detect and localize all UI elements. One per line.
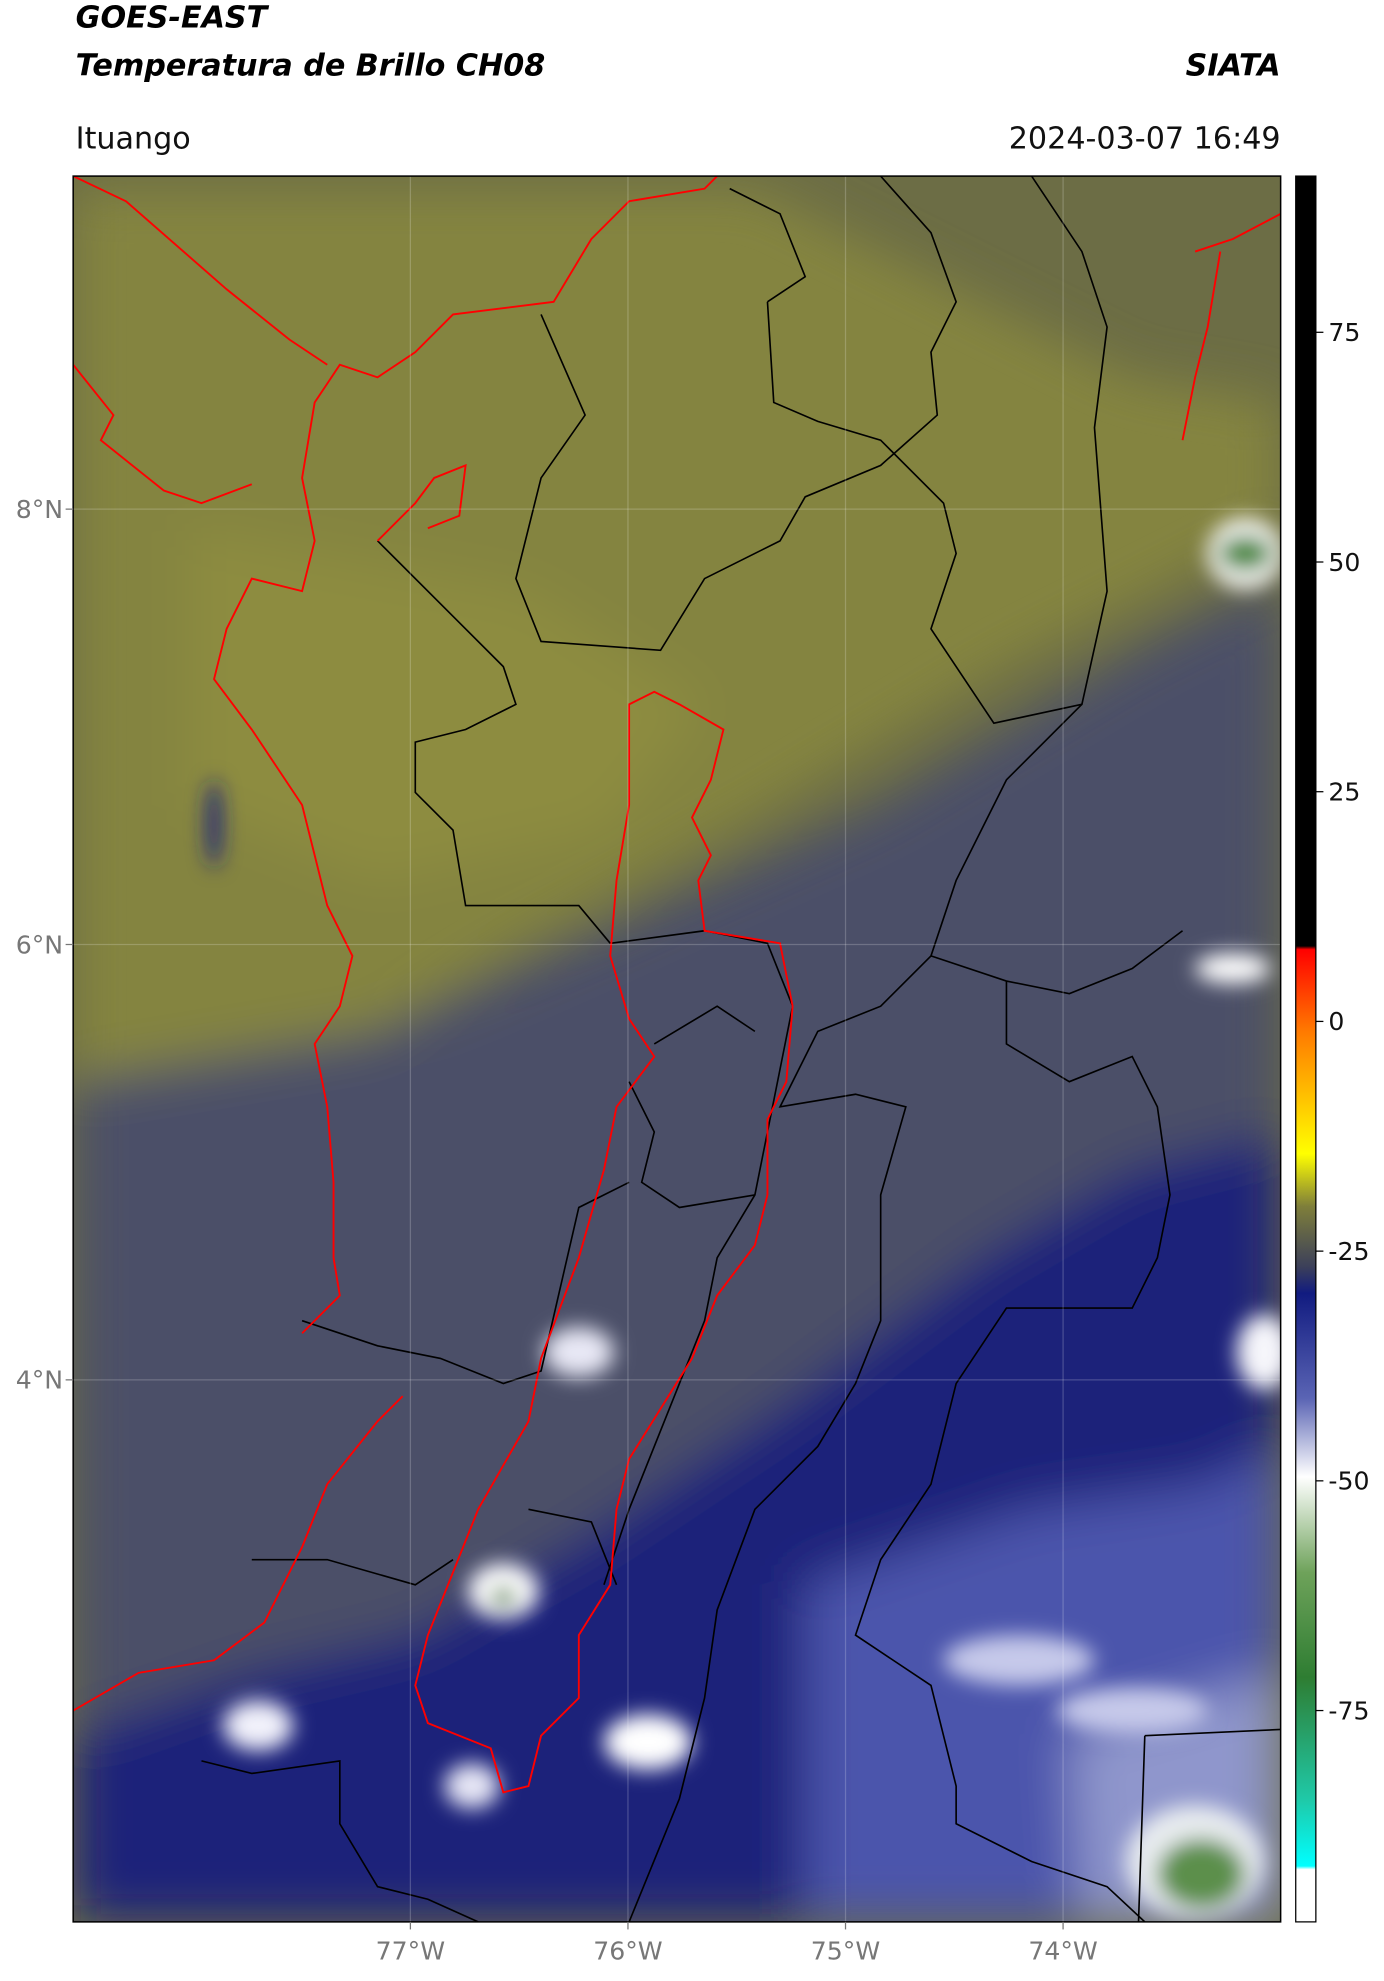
colorbar-tick-label: -25 (1328, 1237, 1369, 1266)
colorbar-tick-label: -50 (1328, 1467, 1369, 1496)
subtitle: Temperatura de Brillo CH08 (76, 48, 546, 83)
y-tick-label: 4°N (16, 1366, 63, 1395)
colorbar-tick-label: 0 (1328, 1007, 1344, 1036)
colorbar (1295, 175, 1317, 1923)
y-tick-label: 6°N (16, 930, 63, 959)
brand: SIATA (1186, 48, 1281, 83)
convective-cells (206, 518, 1281, 1919)
map-imagery (73, 176, 1281, 1922)
colorbar-tick-label: -75 (1328, 1696, 1369, 1725)
colorbar-tick-label: 25 (1328, 778, 1360, 807)
title: GOES-EAST (76, 1, 270, 36)
colorbar-tick-label: 75 (1328, 318, 1360, 347)
x-tick-label: 77°W (376, 1937, 446, 1966)
cloud-field (73, 188, 1281, 1922)
timestamp: 2024-03-07 16:49 (1009, 121, 1281, 156)
coastline-and-region (73, 176, 1281, 1794)
map-frame (72, 175, 1282, 1923)
graticule (73, 176, 1281, 1922)
x-tick-label: 75°W (811, 1937, 881, 1966)
x-tick-label: 74°W (1028, 1937, 1098, 1966)
y-tick-label: 8°N (16, 495, 63, 524)
location: Ituango (76, 121, 191, 156)
colorbar-tick-label: 50 (1328, 548, 1360, 577)
axes: 77°W 76°W 75°W 74°W 8°N 6°N 4°N 75 50 25 0 -25 -50 -7… (16, 318, 1370, 1966)
admin-borders (201, 176, 1281, 1922)
x-tick-label: 76°W (593, 1937, 663, 1966)
